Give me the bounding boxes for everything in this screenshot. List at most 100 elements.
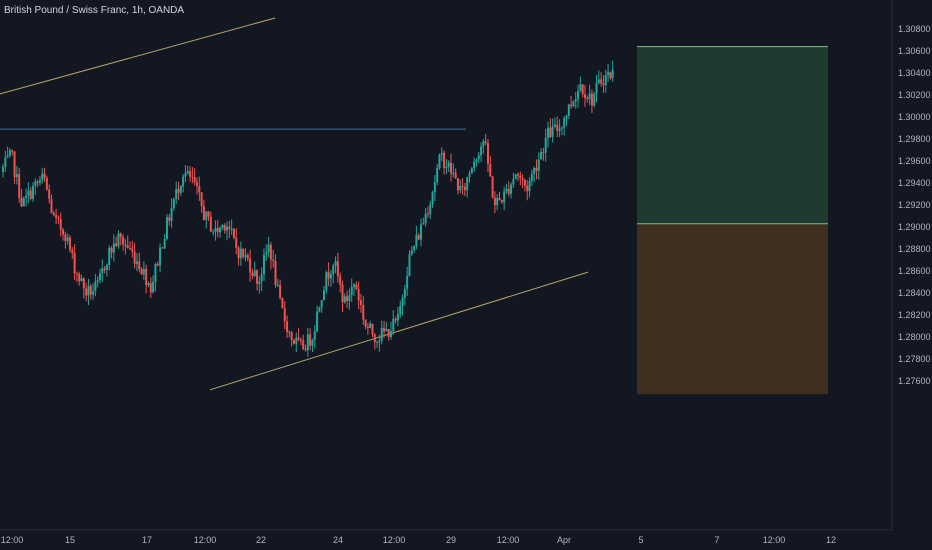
candle-body: [96, 279, 99, 282]
candle-body: [281, 297, 284, 309]
candle-body: [189, 171, 192, 177]
candle-body: [357, 288, 360, 301]
candle-body: [316, 311, 319, 332]
candle-body: [126, 245, 129, 248]
x-tick-label: 22: [256, 535, 266, 545]
candle-body: [177, 189, 180, 193]
candle-body: [563, 118, 566, 128]
x-tick-label: 12:00: [383, 535, 406, 545]
candle-body: [182, 176, 185, 187]
candle-body: [549, 127, 552, 137]
candle-body: [226, 226, 229, 231]
candle-body: [11, 150, 14, 152]
candle-body: [92, 291, 95, 295]
candle-body: [537, 159, 540, 171]
candle-body: [604, 74, 607, 86]
candle-body: [237, 247, 240, 259]
candle-body: [551, 126, 554, 137]
x-tick-label: 12:00: [497, 535, 520, 545]
candle-body: [283, 308, 286, 322]
candle-body: [602, 83, 605, 86]
candle-body: [523, 179, 526, 186]
candle-body: [25, 195, 28, 198]
candle-body: [253, 270, 256, 276]
y-tick-label: 1.28200: [898, 310, 931, 320]
candle-body: [122, 237, 125, 245]
candle-body: [41, 173, 44, 181]
y-tick-label: 1.29200: [898, 200, 931, 210]
candle-body: [595, 82, 598, 94]
candle-body: [452, 172, 455, 174]
candle-body: [362, 304, 365, 320]
candle-body: [348, 295, 351, 301]
candle-body: [577, 90, 580, 99]
candle-body: [512, 179, 515, 185]
candle-body: [325, 272, 328, 291]
candle-body: [311, 339, 314, 346]
x-tick-label: 12:00: [1, 535, 24, 545]
candle-body: [443, 152, 446, 168]
candle-body: [385, 329, 388, 332]
candle-body: [436, 168, 439, 183]
candle-body: [369, 323, 372, 329]
candle-body: [482, 141, 485, 147]
candle-body: [403, 288, 406, 298]
candle-body: [103, 268, 106, 271]
candle-body: [528, 180, 531, 192]
x-tick-label: 12: [826, 535, 836, 545]
candle-body: [505, 188, 508, 192]
candle-body: [235, 237, 238, 248]
candle-body: [59, 218, 62, 230]
candle-body: [165, 217, 168, 239]
candle-body: [274, 260, 277, 285]
candle-body: [408, 254, 411, 276]
candle-body: [500, 200, 503, 203]
candle-body: [195, 182, 198, 186]
candle-body: [415, 235, 418, 247]
candle-body: [484, 141, 487, 144]
candle-body: [346, 296, 349, 301]
candle-body: [339, 276, 342, 285]
candle-body: [232, 228, 235, 238]
candle-body: [544, 137, 547, 153]
candle-body: [168, 217, 171, 221]
candle-body: [269, 244, 272, 260]
candle-body: [394, 318, 397, 321]
candle-body: [55, 214, 58, 218]
candle-body: [290, 332, 293, 341]
candle-body: [29, 190, 32, 200]
candle-body: [309, 334, 312, 346]
candle-body: [27, 190, 30, 196]
candle-body: [202, 205, 205, 221]
candle-body: [163, 238, 166, 249]
candle-body: [8, 150, 11, 156]
candle-body: [560, 127, 563, 129]
candle-body: [98, 273, 101, 280]
candle-body: [140, 269, 143, 275]
candle-body: [186, 171, 189, 174]
candle-body: [413, 246, 416, 251]
x-tick-label: Apr: [557, 535, 571, 545]
candle-body: [117, 233, 120, 246]
candle-body: [179, 186, 182, 193]
candle-body: [4, 157, 7, 167]
candle-body: [73, 252, 76, 274]
candle-body: [251, 272, 254, 276]
candle-body: [461, 186, 464, 188]
candle-body: [135, 261, 138, 264]
y-tick-label: 1.29600: [898, 156, 931, 166]
candle-body: [207, 211, 210, 217]
candle-body: [438, 154, 441, 169]
candle-body: [389, 331, 392, 337]
candle-body: [583, 94, 586, 98]
candle-body: [433, 182, 436, 193]
candle-body: [593, 93, 596, 106]
candle-body: [376, 341, 379, 343]
candle-body: [198, 185, 201, 193]
candle-body: [71, 249, 74, 253]
candle-body: [332, 265, 335, 275]
candle-body: [212, 231, 215, 233]
stop-zone: [637, 223, 828, 395]
x-tick-label: 7: [714, 535, 719, 545]
